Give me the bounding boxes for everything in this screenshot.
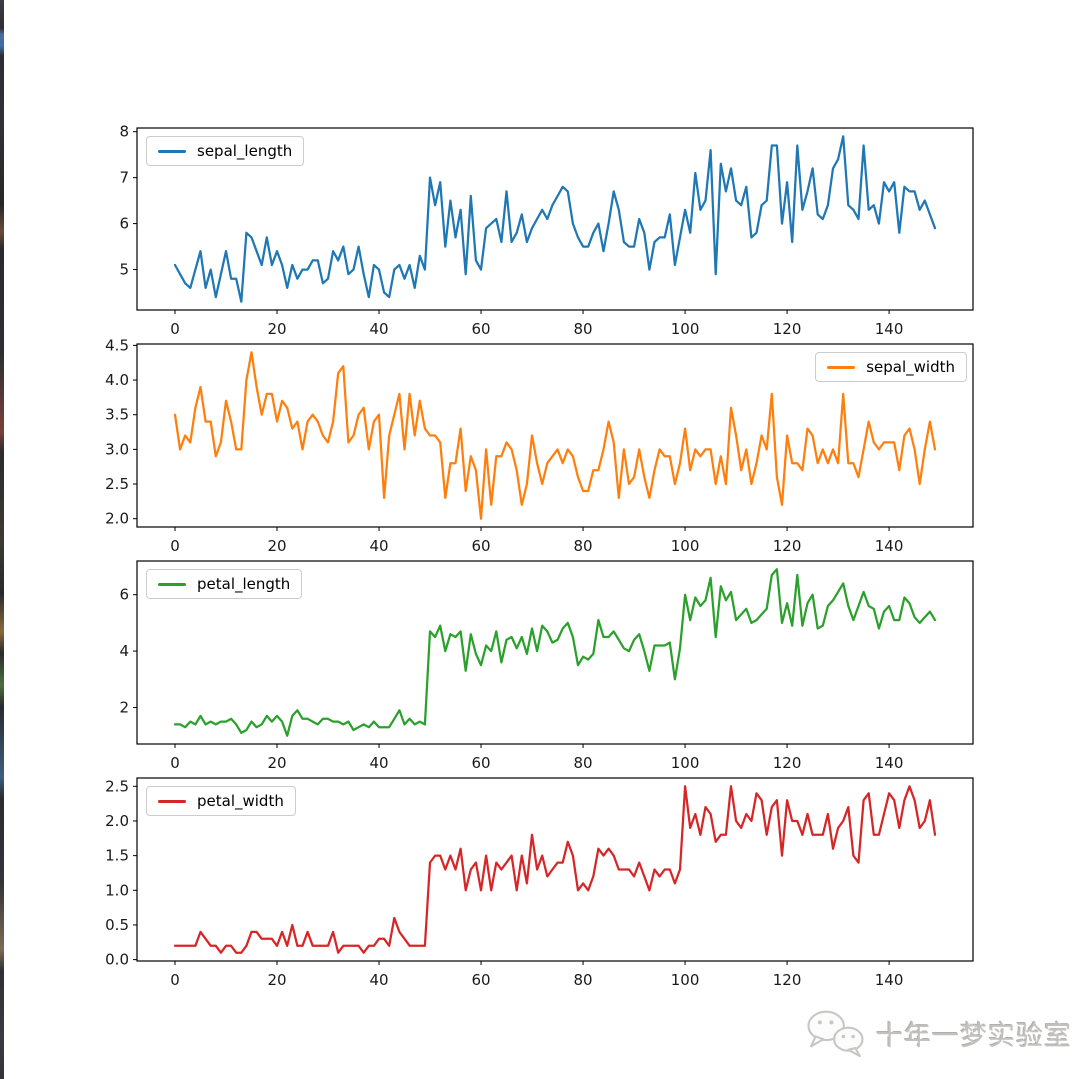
legend-label: sepal_length: [197, 142, 293, 160]
legend-line-swatch: [158, 149, 186, 153]
svg-text:20: 20: [267, 754, 286, 772]
svg-text:1.0: 1.0: [105, 881, 129, 899]
legend-label: petal_width: [197, 792, 284, 810]
svg-text:120: 120: [773, 537, 802, 555]
wechat-icon: [807, 1010, 864, 1058]
svg-text:40: 40: [369, 754, 388, 772]
watermark-text: 十年一梦实验室: [876, 1020, 1072, 1052]
svg-text:4.5: 4.5: [105, 336, 129, 354]
svg-text:2.0: 2.0: [105, 510, 129, 528]
svg-text:1.5: 1.5: [105, 847, 129, 865]
svg-text:120: 120: [773, 754, 802, 772]
svg-text:40: 40: [369, 320, 388, 338]
legend-petal-width: petal_width: [146, 786, 296, 816]
svg-text:7: 7: [119, 169, 129, 187]
legend-sepal-length: sepal_length: [146, 136, 305, 166]
svg-text:4.0: 4.0: [105, 371, 129, 389]
legend-petal-length: petal_length: [146, 569, 303, 599]
svg-text:4: 4: [119, 642, 129, 660]
svg-text:20: 20: [267, 537, 286, 555]
svg-text:80: 80: [574, 754, 593, 772]
svg-text:8: 8: [119, 123, 129, 141]
svg-text:100: 100: [671, 971, 700, 989]
svg-text:140: 140: [875, 971, 904, 989]
svg-text:140: 140: [875, 537, 904, 555]
svg-text:0: 0: [170, 320, 180, 338]
svg-text:3.0: 3.0: [105, 440, 129, 458]
svg-text:60: 60: [471, 320, 490, 338]
svg-text:2: 2: [119, 698, 129, 716]
svg-text:80: 80: [574, 320, 593, 338]
svg-text:80: 80: [574, 971, 593, 989]
svg-text:2.0: 2.0: [105, 812, 129, 830]
svg-text:100: 100: [671, 537, 700, 555]
legend-sepal-width: sepal_width: [815, 352, 967, 382]
legend-label: petal_length: [197, 575, 291, 593]
svg-text:0: 0: [170, 971, 180, 989]
legend-line-swatch: [158, 582, 186, 586]
svg-text:60: 60: [471, 971, 490, 989]
svg-text:0: 0: [170, 537, 180, 555]
svg-text:0.5: 0.5: [105, 916, 129, 934]
svg-text:80: 80: [574, 537, 593, 555]
svg-text:2.5: 2.5: [105, 475, 129, 493]
svg-text:100: 100: [671, 754, 700, 772]
svg-text:6: 6: [119, 586, 129, 604]
legend-label: sepal_width: [866, 358, 955, 376]
svg-text:0: 0: [170, 754, 180, 772]
svg-text:0.0: 0.0: [105, 951, 129, 969]
legend-line-swatch: [158, 799, 186, 803]
svg-text:140: 140: [875, 754, 904, 772]
svg-text:5: 5: [119, 261, 129, 279]
svg-text:120: 120: [773, 971, 802, 989]
window-edge-strip: [0, 0, 4, 1079]
svg-text:140: 140: [875, 320, 904, 338]
svg-text:60: 60: [471, 537, 490, 555]
svg-text:60: 60: [471, 754, 490, 772]
svg-text:40: 40: [369, 537, 388, 555]
svg-text:2.5: 2.5: [105, 777, 129, 795]
svg-text:20: 20: [267, 971, 286, 989]
svg-text:120: 120: [773, 320, 802, 338]
svg-text:20: 20: [267, 320, 286, 338]
svg-text:100: 100: [671, 320, 700, 338]
svg-text:40: 40: [369, 971, 388, 989]
svg-text:3.5: 3.5: [105, 406, 129, 424]
legend-line-swatch: [827, 365, 856, 369]
svg-text:6: 6: [119, 215, 129, 233]
watermark: 十年一梦实验室: [804, 1008, 1072, 1058]
